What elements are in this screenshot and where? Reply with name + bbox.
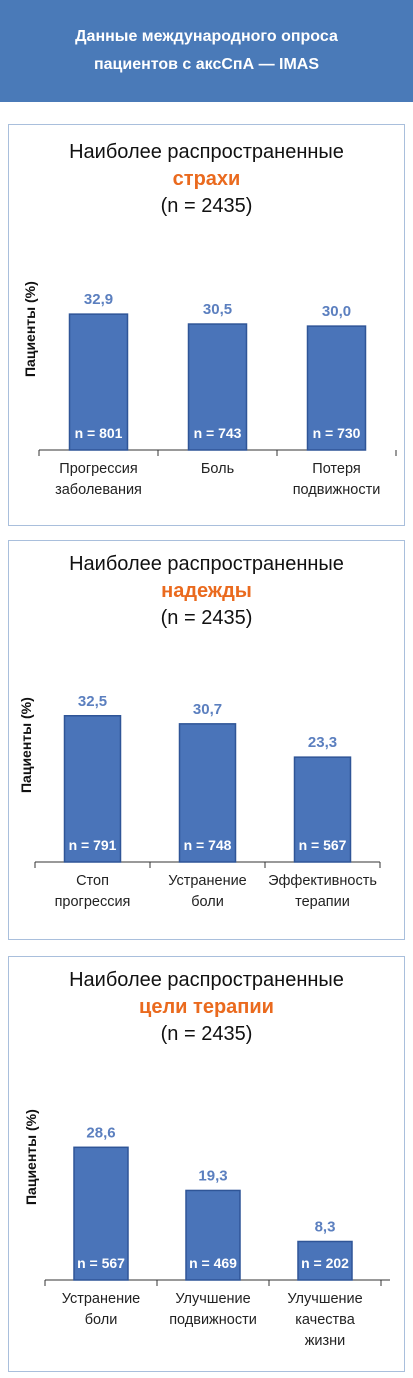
bar-chart-goals: 28,6 n = 567 Устранение боли 19,3 n = 469 Улуч…: [44, 1124, 390, 1349]
bar-n-label: n = 730: [313, 425, 361, 441]
bar: [297, 1240, 353, 1281]
category-label: Эффективность: [268, 873, 377, 889]
chart-card-hopes: Наиболее распространенные надежды (n = 2…: [8, 540, 405, 940]
bar: [73, 1146, 129, 1281]
chart-title-accent: страхи: [172, 168, 241, 190]
category-label: Прогрессия: [59, 461, 137, 477]
category-label: жизни: [305, 1333, 346, 1349]
bar: [185, 1189, 241, 1281]
chart-subtitle: (n = 2435): [160, 195, 253, 217]
bar-chart-fears: 32,9 n = 801 Прогрессия заболевания 30,5 n = …: [38, 291, 397, 498]
chart-title-accent: надежды: [161, 580, 252, 602]
chart-card-goals: Наиболее распространенные цели терапии (…: [8, 956, 405, 1372]
bar-chart-hopes: 32,5 n = 791 Стоп прогрессия 30,7 n = 748 Устр…: [34, 693, 381, 910]
category-label: Улучшение: [287, 1291, 362, 1307]
bar: [306, 325, 367, 451]
page-title: Данные международного опроса пациентов с…: [75, 28, 338, 73]
bar-n-label: n = 743: [194, 425, 242, 441]
category-label: подвижности: [293, 482, 381, 498]
bar-value-label: 23,3: [308, 734, 337, 751]
category-label: заболевания: [55, 482, 142, 498]
bar-value-label: 19,3: [198, 1167, 227, 1184]
chart-subtitle: (n = 2435): [160, 1023, 253, 1045]
category-label: прогрессия: [55, 894, 131, 910]
chart-title-main: Наиболее распространенные: [69, 141, 344, 163]
chart-title-accent: цели терапии: [139, 996, 274, 1018]
category-label: подвижности: [169, 1312, 257, 1328]
chart-subtitle: (n = 2435): [160, 607, 253, 629]
bar: [63, 715, 122, 863]
bar-value-label: 32,9: [84, 291, 113, 308]
bar-n-label: n = 748: [184, 837, 232, 853]
chart-title-main: Наиболее распространенные: [69, 969, 344, 991]
page-header: Данные международного опроса пациентов с…: [0, 0, 413, 102]
bar-n-label: n = 801: [75, 425, 123, 441]
bar-value-label: 32,5: [78, 693, 107, 710]
bar-value-label: 8,3: [315, 1218, 336, 1235]
bar: [293, 756, 352, 863]
category-label: качества: [295, 1312, 355, 1328]
bar-n-label: n = 469: [189, 1255, 237, 1271]
chart-title-main: Наиболее распространенные: [69, 553, 344, 575]
category-label: боли: [85, 1312, 118, 1328]
bar: [68, 313, 129, 451]
category-label: Потеря: [312, 461, 360, 477]
bar: [187, 323, 248, 451]
chart-card-fears: Наиболее распространенные страхи (n = 24…: [8, 124, 405, 526]
chart-title: Наиболее распространенные надежды (n = 2…: [9, 551, 404, 632]
bar-value-label: 28,6: [86, 1124, 115, 1141]
category-label: Устранение: [168, 873, 247, 889]
bar-n-label: n = 202: [301, 1255, 349, 1271]
bar-n-label: n = 567: [299, 837, 347, 853]
bar-n-label: n = 791: [69, 837, 117, 853]
category-label: Улучшение: [175, 1291, 250, 1307]
category-label: Устранение: [62, 1291, 141, 1307]
category-label: боли: [191, 894, 224, 910]
bar: [178, 723, 237, 863]
category-label: Боль: [201, 461, 234, 477]
chart-title: Наиболее распространенные страхи (n = 24…: [9, 139, 404, 220]
chart-title: Наиболее распространенные цели терапии (…: [9, 967, 404, 1048]
bar-value-label: 30,5: [203, 301, 232, 318]
bar-value-label: 30,7: [193, 701, 222, 718]
category-label: терапии: [295, 894, 350, 910]
bar-n-label: n = 567: [77, 1255, 125, 1271]
category-label: Стоп: [76, 873, 109, 889]
bar-value-label: 30,0: [322, 303, 351, 320]
